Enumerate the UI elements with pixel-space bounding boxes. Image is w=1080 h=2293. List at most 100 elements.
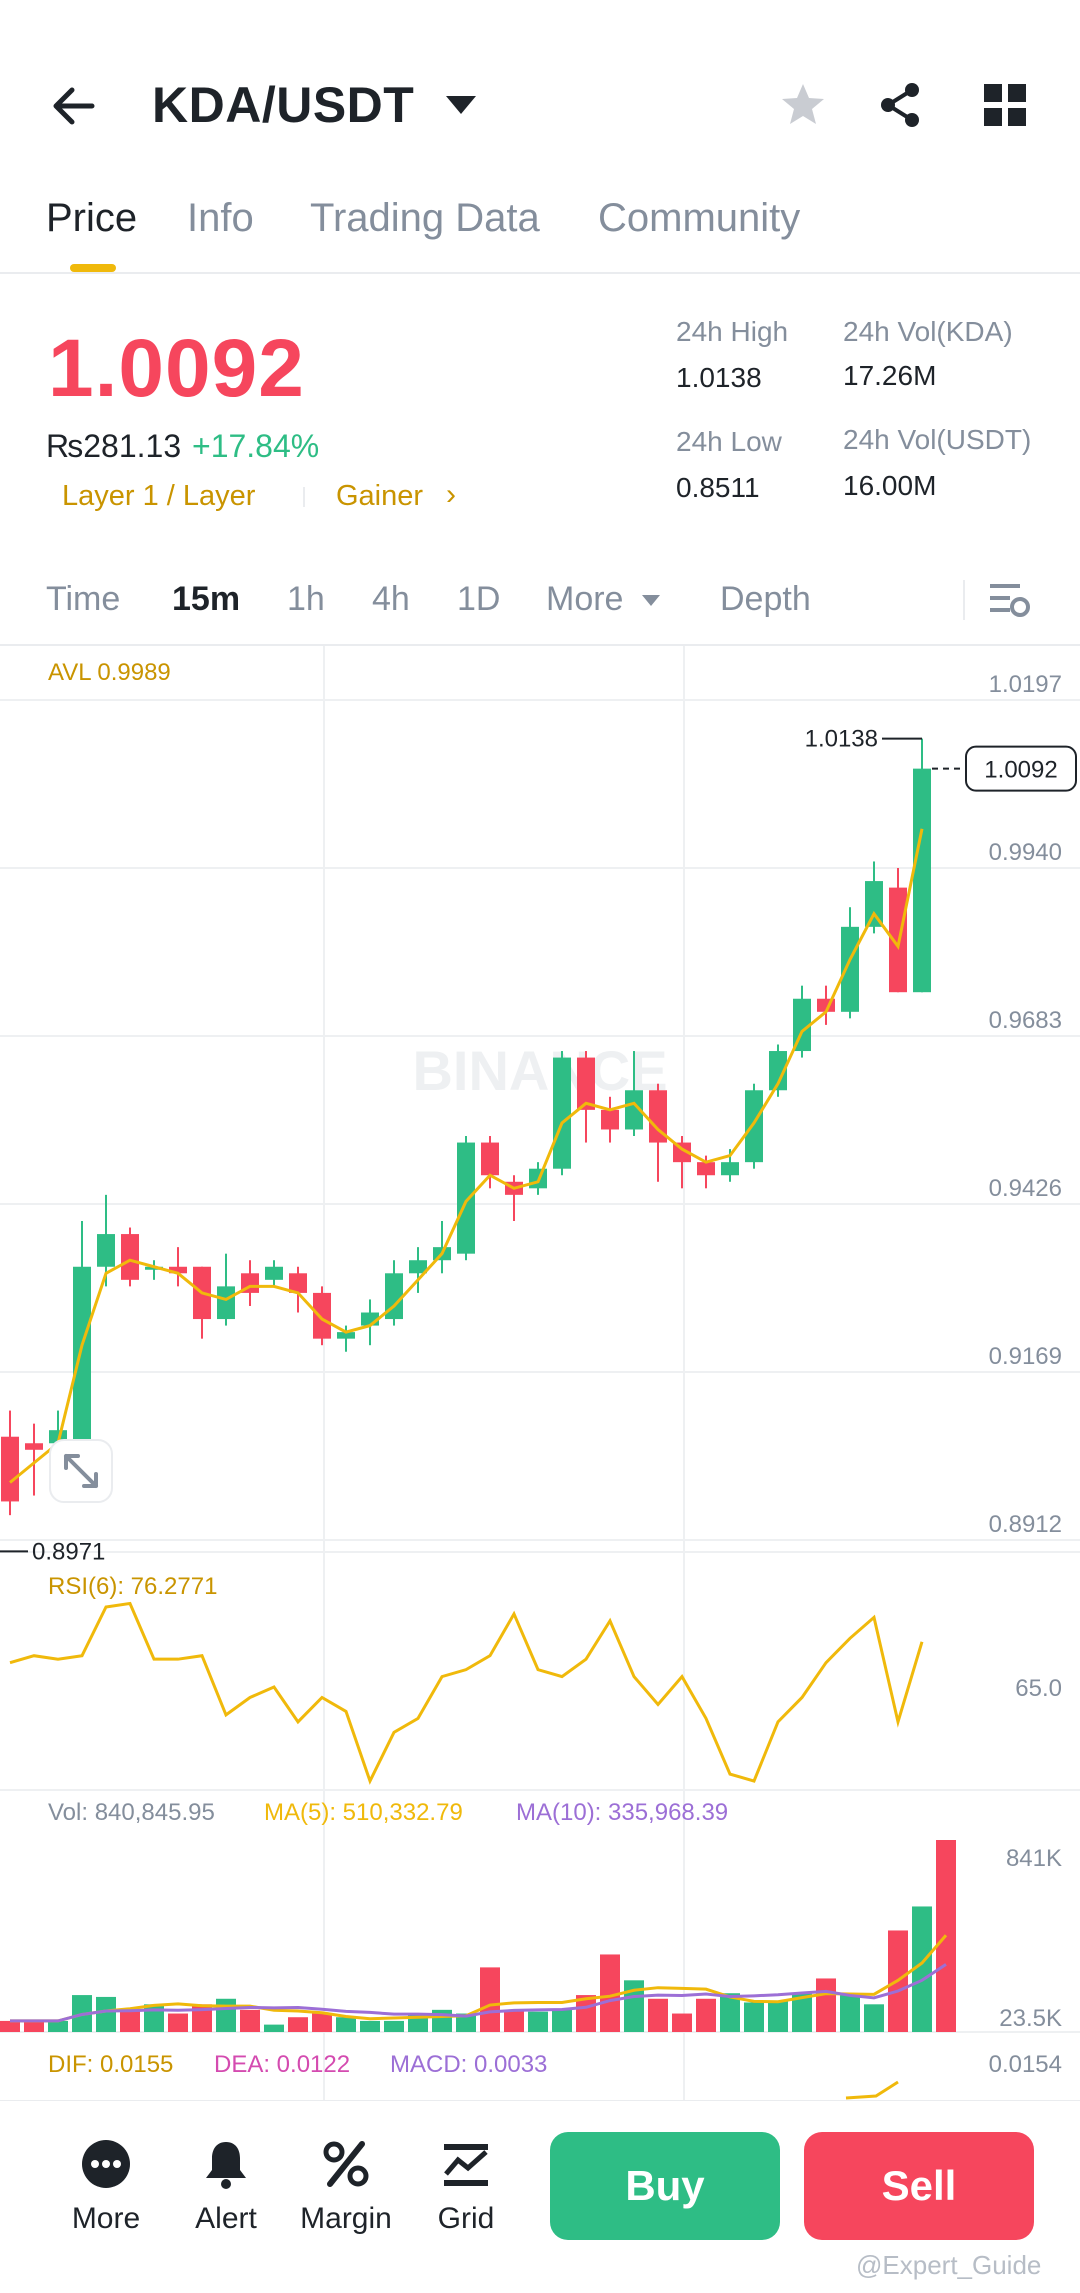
candle-body	[697, 1162, 715, 1176]
rsi-line	[9, 1601, 924, 1785]
active-tab-indicator	[70, 264, 116, 272]
rsi-label: RSI(6): 76.2771	[48, 1573, 217, 1600]
candle-body	[673, 1142, 691, 1163]
candle-body	[841, 926, 859, 1012]
candle-body	[97, 1234, 115, 1267]
candle-body	[217, 1286, 235, 1320]
tab-info[interactable]: Info	[187, 196, 254, 240]
chevron-right-icon[interactable]: ›	[446, 478, 456, 511]
corner-watermark: @Expert_Guide	[856, 2250, 1042, 2280]
vol-label: Vol: 840,845.95	[48, 1799, 215, 1826]
candle-body	[481, 1142, 499, 1176]
depth-tab[interactable]: Depth	[720, 580, 811, 618]
timeframe-4h[interactable]: 4h	[372, 580, 410, 618]
candle-body	[625, 1090, 643, 1130]
candle-body	[721, 1162, 739, 1176]
expand-arrows-icon	[64, 1454, 98, 1488]
volume-bar	[264, 2024, 284, 2032]
pair-dropdown-icon[interactable]	[446, 96, 476, 114]
volume-bar	[456, 2013, 476, 2032]
candle-body	[769, 1051, 787, 1091]
candle-body	[409, 1260, 427, 1274]
nav-alert-label: Alert	[195, 2202, 257, 2235]
candle-body	[121, 1234, 139, 1280]
pair-title[interactable]: KDA/USDT	[152, 77, 415, 133]
volume-bar	[624, 1980, 644, 2032]
candle-body	[1, 1436, 19, 1502]
nav-more[interactable]: More	[56, 2136, 156, 2236]
ma-line	[9, 828, 924, 1484]
candle-body	[577, 1057, 595, 1110]
price-axis-label: 0.9426	[989, 1175, 1062, 1202]
low-value: 0.8511	[676, 472, 760, 503]
buy-button[interactable]: Buy	[550, 2132, 780, 2240]
timeframe-1d[interactable]: 1D	[457, 580, 501, 618]
volume-bar	[120, 2009, 140, 2032]
volume-bar	[648, 1998, 668, 2032]
volume-bar	[0, 2020, 20, 2032]
volume-bar	[504, 2009, 524, 2032]
more-caret-icon[interactable]	[642, 595, 660, 606]
vol-quote-label: 24h Vol(USDT)	[843, 424, 1032, 455]
volume-bar	[48, 2020, 68, 2032]
volume-bar	[672, 2013, 692, 2032]
volume-bar	[864, 2004, 884, 2032]
low-label: 24h Low	[676, 426, 782, 457]
macd-dif-label: DIF: 0.0155	[48, 2051, 173, 2078]
candle-body	[745, 1090, 763, 1163]
candlestick-chart[interactable]: 1.01970.99400.96830.94260.91690.8912BINA…	[0, 640, 1080, 2100]
nav-grid[interactable]: Grid	[416, 2136, 516, 2236]
timeframe-more[interactable]: More	[546, 580, 624, 618]
current-price-tag-label: 1.0092	[984, 757, 1057, 784]
macd-dea-label: DEA: 0.0122	[214, 2051, 350, 2078]
candle-body	[649, 1090, 667, 1143]
max-price-label: 1.0138	[805, 726, 878, 753]
candle-body	[73, 1266, 91, 1444]
volume-bar	[792, 1993, 812, 2032]
rsi-axis-label: 65.0	[1015, 1675, 1062, 1702]
share-icon[interactable]	[876, 80, 926, 130]
volume-bar	[576, 1995, 596, 2032]
tab-price[interactable]: Price	[46, 196, 138, 240]
favorite-star-icon[interactable]	[778, 80, 828, 130]
volume-bar	[768, 2000, 788, 2032]
volume-bar	[528, 2011, 548, 2032]
nav-more-label: More	[71, 2202, 141, 2235]
avl-label: AVL 0.9989	[48, 659, 171, 686]
candle-body	[25, 1443, 43, 1450]
last-price: 1.0092	[48, 323, 305, 414]
back-arrow-icon[interactable]	[48, 78, 104, 134]
gainer-tag[interactable]: Gainer	[336, 480, 424, 512]
high-value: 1.0138	[676, 362, 762, 393]
candle-body	[313, 1292, 331, 1339]
nav-margin[interactable]: Margin	[296, 2136, 396, 2236]
timeframe-divider	[0, 644, 1080, 646]
layout-grid-icon[interactable]	[980, 80, 1030, 130]
vol-ma5-label: MA(5): 510,332.79	[264, 1799, 463, 1826]
volume-bar	[912, 1906, 932, 2032]
volume-bar	[312, 2013, 332, 2032]
tag-separator	[303, 487, 305, 507]
price-axis-label: 0.8912	[989, 1511, 1062, 1538]
high-label: 24h High	[676, 316, 789, 347]
category-tag[interactable]: Layer 1 / Layer	[62, 480, 256, 512]
timeframe-1h[interactable]: 1h	[287, 580, 325, 618]
macd-value-label: MACD: 0.0033	[390, 2051, 547, 2078]
chart-settings-icon[interactable]	[988, 580, 1032, 620]
volume-bar	[816, 1978, 836, 2032]
bell-icon	[198, 2136, 254, 2192]
timeframe-time[interactable]: Time	[46, 580, 121, 618]
tab-community[interactable]: Community	[598, 196, 801, 240]
candle-body	[265, 1266, 283, 1280]
candle-body	[385, 1273, 403, 1320]
candle-body	[289, 1273, 307, 1293]
candle-body	[601, 1109, 619, 1130]
price-axis-label: 0.9940	[989, 839, 1062, 866]
tab-trading-data[interactable]: Trading Data	[310, 196, 540, 240]
volume-ma5-line	[10, 1934, 948, 2023]
timeframe-15m[interactable]: 15m	[172, 580, 241, 618]
nav-alert[interactable]: Alert	[176, 2136, 276, 2236]
candle-body	[337, 1332, 355, 1339]
vol-axis-top: 841K	[1006, 1845, 1062, 1872]
sell-button[interactable]: Sell	[804, 2132, 1034, 2240]
